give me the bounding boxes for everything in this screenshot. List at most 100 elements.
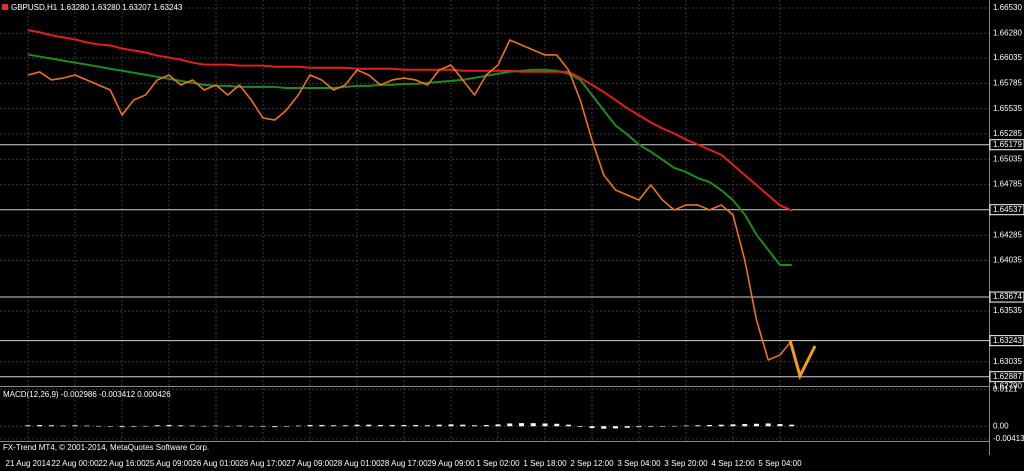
histogram-bar bbox=[577, 426, 583, 427]
histogram-bar bbox=[237, 425, 242, 427]
level-label: 1.62887 bbox=[993, 372, 1022, 381]
histogram-bar bbox=[777, 424, 783, 427]
arrow-drawing bbox=[788, 339, 817, 381]
x-tick-label: 5 Sep 04:00 bbox=[758, 459, 802, 468]
histogram-bar bbox=[589, 426, 595, 429]
histogram-bar bbox=[507, 423, 513, 427]
x-tick-label: 22 Aug 16:00 bbox=[98, 459, 146, 468]
histogram-bar bbox=[72, 425, 78, 427]
histogram-bar bbox=[49, 425, 54, 427]
symbol-icon bbox=[2, 4, 8, 10]
y-tick-label: 1.64285 bbox=[993, 230, 1022, 239]
histogram-bar bbox=[613, 426, 618, 429]
y-tick-label: 0.0121 bbox=[993, 384, 1018, 393]
histogram-bar bbox=[378, 425, 383, 427]
histogram-bar bbox=[213, 425, 219, 427]
histogram-bar bbox=[225, 425, 231, 427]
histogram-bar bbox=[319, 425, 325, 427]
x-tick-label: 4 Sep 12:00 bbox=[711, 459, 755, 468]
level-label: 1.64537 bbox=[993, 205, 1022, 214]
y-tick-label: 1.63035 bbox=[993, 357, 1022, 366]
histogram-bar bbox=[166, 425, 172, 427]
histogram-bar bbox=[143, 425, 148, 427]
histogram-bar bbox=[789, 424, 795, 427]
histogram-bar bbox=[401, 425, 407, 427]
histogram-bar bbox=[284, 426, 289, 427]
x-tick-label: 25 Aug 09:00 bbox=[145, 459, 193, 468]
histogram-bar bbox=[730, 424, 736, 427]
x-tick-label: 1 Sep 18:00 bbox=[523, 459, 567, 468]
y-tick-label: 1.66530 bbox=[993, 3, 1022, 12]
x-tick-label: 26 Aug 17:00 bbox=[239, 459, 287, 468]
histogram-bar bbox=[260, 426, 266, 427]
histogram-bar bbox=[84, 425, 90, 427]
x-tick-label: 22 Aug 00:00 bbox=[51, 459, 99, 468]
histogram-bar bbox=[742, 424, 748, 427]
histogram-bar bbox=[201, 425, 207, 427]
x-tick-label: 1 Sep 02:00 bbox=[476, 459, 520, 468]
histogram-bar bbox=[542, 423, 548, 427]
histogram-bar bbox=[37, 425, 43, 427]
level-label: 1.63674 bbox=[993, 292, 1022, 301]
x-tick-label: 29 Aug 09:00 bbox=[427, 459, 475, 468]
price-line bbox=[27, 39, 793, 361]
y-tick-label: 1.63535 bbox=[993, 306, 1022, 315]
histogram-bar bbox=[554, 423, 560, 427]
histogram-bar bbox=[25, 425, 31, 427]
histogram-bar bbox=[624, 426, 630, 428]
histogram-bar bbox=[495, 424, 501, 427]
level-label: 1.63243 bbox=[993, 336, 1022, 345]
histogram-bar bbox=[107, 426, 113, 427]
histogram-bar bbox=[366, 424, 372, 427]
level-box bbox=[989, 371, 1024, 383]
histogram-bar bbox=[718, 424, 724, 427]
histogram-bar bbox=[272, 426, 278, 428]
histogram-bar bbox=[566, 424, 571, 427]
x-tick-label: 21 Aug 2014 bbox=[6, 459, 51, 468]
histogram-bar bbox=[119, 426, 125, 428]
histogram-bar bbox=[660, 426, 665, 427]
histogram-bar bbox=[636, 426, 642, 428]
histogram-bar bbox=[483, 425, 489, 427]
moving-average bbox=[27, 53, 792, 267]
histogram-bar bbox=[413, 425, 419, 427]
level-box bbox=[989, 139, 1024, 151]
panel-title: MACD(12,26,9) -0.002986 -0.003412 0.0004… bbox=[3, 390, 171, 399]
y-tick-label: -0.004133 bbox=[993, 434, 1024, 443]
y-tick-label: 1.65035 bbox=[993, 154, 1022, 163]
histogram-bar bbox=[154, 425, 160, 427]
histogram-bar bbox=[295, 425, 301, 427]
histogram-bar bbox=[648, 426, 654, 427]
y-tick-label: 1.65535 bbox=[993, 104, 1022, 113]
histogram-bar bbox=[131, 426, 137, 427]
histogram-bar bbox=[472, 425, 477, 427]
histogram-bar bbox=[519, 423, 524, 427]
level-label: 1.65179 bbox=[993, 140, 1022, 149]
histogram-bar bbox=[60, 425, 66, 427]
x-tick-label: 28 Aug 17:00 bbox=[380, 459, 428, 468]
histogram-bar bbox=[530, 423, 536, 427]
histogram-bar bbox=[178, 425, 184, 427]
y-tick-label: 1.66280 bbox=[993, 28, 1022, 37]
level-box bbox=[989, 335, 1024, 347]
histogram-bar bbox=[707, 425, 712, 427]
histogram-bar bbox=[248, 425, 254, 427]
y-tick-label: 1.66035 bbox=[993, 53, 1022, 62]
histogram-bar bbox=[425, 425, 430, 427]
y-tick-label: 1.64035 bbox=[993, 256, 1022, 265]
histogram-bar bbox=[331, 425, 336, 427]
histogram-bar bbox=[190, 425, 195, 427]
x-tick-label: 2 Sep 12:00 bbox=[570, 459, 614, 468]
y-tick-label: 1.64785 bbox=[993, 180, 1022, 189]
histogram-bar bbox=[342, 425, 348, 427]
histogram-bar bbox=[754, 423, 759, 427]
x-tick-label: 28 Aug 01:00 bbox=[333, 459, 381, 468]
y-tick-label: 1.65785 bbox=[993, 79, 1022, 88]
x-tick-label: 3 Sep 04:00 bbox=[617, 459, 661, 468]
histogram-bar bbox=[683, 425, 689, 427]
y-tick-label: 0.00 bbox=[993, 421, 1009, 430]
histogram-bar bbox=[96, 425, 101, 427]
y-tick-label: 1.65285 bbox=[993, 129, 1022, 138]
x-tick-label: 3 Sep 20:00 bbox=[664, 459, 708, 468]
